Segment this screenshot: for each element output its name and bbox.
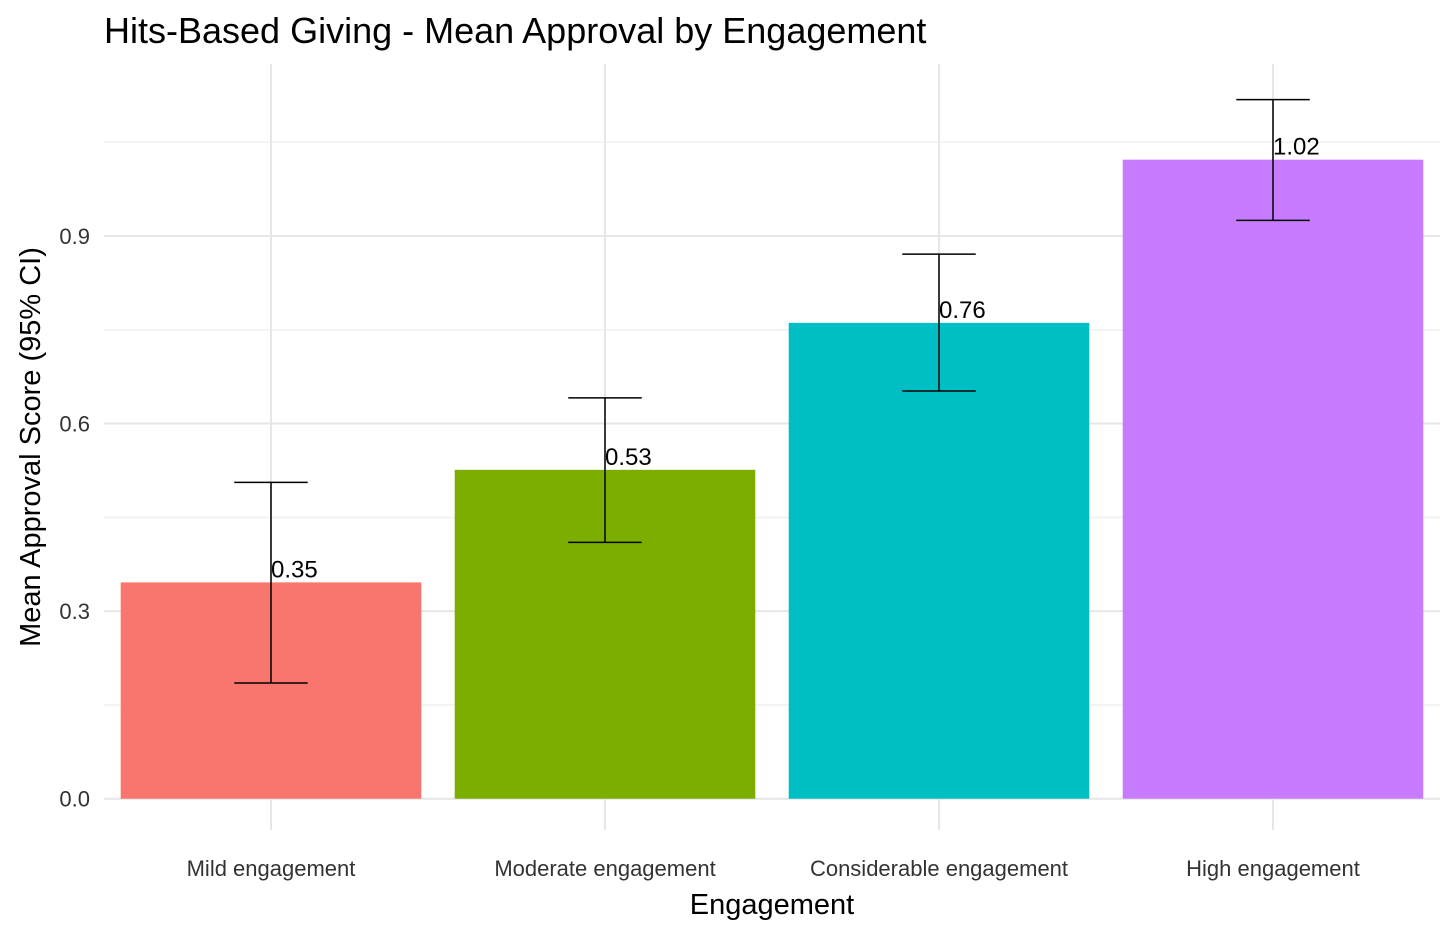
x-axis-title: Engagement xyxy=(690,889,854,921)
y-tick-label: 0.3 xyxy=(59,599,90,624)
x-tick-label-2: Moderate engagement xyxy=(494,856,715,881)
y-axis-ticks: 0.0 0.3 0.6 0.9 xyxy=(59,224,90,812)
bar-4 xyxy=(1122,159,1424,799)
data-label-3: 0.76 xyxy=(939,297,986,324)
bars xyxy=(120,159,1424,799)
x-tick-label-4: High engagement xyxy=(1186,856,1360,881)
y-tick-label: 0.0 xyxy=(59,787,90,812)
error-bars xyxy=(234,98,1310,684)
x-tick-label-1: Mild engagement xyxy=(187,856,356,881)
data-label-2: 0.53 xyxy=(605,444,652,471)
y-tick-label: 0.6 xyxy=(59,412,90,437)
y-tick-label: 0.9 xyxy=(59,224,90,249)
bar-3 xyxy=(788,322,1090,799)
data-label-1: 0.35 xyxy=(271,556,318,583)
data-label-4: 1.02 xyxy=(1273,134,1320,161)
y-axis-title: Mean Approval Score (95% CI) xyxy=(15,247,47,647)
x-axis-ticks: Mild engagement Moderate engagement Consid… xyxy=(187,856,1360,881)
chart-title: Hits-Based Giving - Mean Approval by Eng… xyxy=(104,10,927,51)
x-tick-label-3: Considerable engagement xyxy=(810,856,1068,881)
data-labels: 0.35 0.53 0.76 1.02 xyxy=(271,134,1320,584)
